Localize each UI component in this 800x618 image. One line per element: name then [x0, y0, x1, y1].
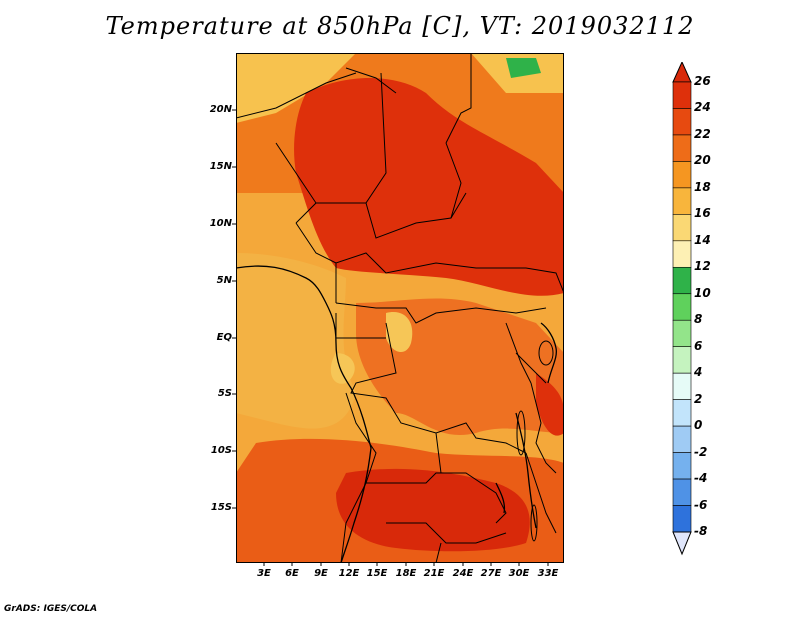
- coastline: [235, 265, 558, 564]
- field-patch: [330, 353, 355, 384]
- colorbar-cell: [672, 372, 692, 400]
- field-south-core: [336, 468, 530, 552]
- field-nw-light: [236, 53, 356, 123]
- map-frame: [236, 53, 564, 563]
- colorbar-label: -8: [694, 524, 708, 538]
- lon-label: 12E: [338, 568, 360, 579]
- colorbar-cell: [672, 240, 692, 268]
- colorbar-label: 24: [694, 100, 711, 115]
- colorbar-label: 0: [694, 418, 703, 433]
- lat-ticks: [232, 109, 236, 509]
- field-patch: [386, 312, 413, 353]
- colorbar-cell: [672, 134, 692, 162]
- colorbar-label: 6: [694, 338, 703, 353]
- colorbar-cell: [672, 399, 692, 427]
- colorbar-cell: [672, 187, 692, 215]
- colorbar-label: 26: [694, 74, 711, 88]
- field-west-coast: [236, 253, 356, 429]
- colorbar-top-arrow: [672, 62, 692, 83]
- colorbar-label: 20: [694, 153, 711, 168]
- field-core-north: [294, 78, 564, 296]
- lat-label: EQ: [216, 332, 232, 343]
- lon-label: 30E: [508, 568, 530, 579]
- lon-label: 6E: [285, 568, 299, 579]
- map-title: Temperature at 850hPa [C], VT: 201903211…: [105, 12, 695, 40]
- lon-label: 27E: [480, 568, 502, 579]
- colorbar-cell: [672, 452, 692, 480]
- lon-label: 18E: [395, 568, 417, 579]
- colorbar-cell: [672, 214, 692, 242]
- lon-label: 9E: [314, 568, 328, 579]
- lake-malawi: [530, 504, 538, 542]
- map-panel: [235, 53, 565, 564]
- colorbar-cell: [672, 108, 692, 136]
- lon-label: 3E: [257, 568, 271, 579]
- colorbar-label: 14: [694, 232, 711, 247]
- colorbar-label: 18: [694, 179, 711, 194]
- lon-ticks: [263, 562, 549, 566]
- lat-label: 10N: [209, 218, 232, 229]
- lat-label: 20N: [209, 104, 232, 115]
- colorbar-label: 16: [694, 206, 711, 221]
- colorbar-label: 8: [694, 312, 703, 327]
- colorbar-label: -2: [694, 444, 708, 459]
- country-borders: [235, 53, 565, 564]
- colorbar-label: 4: [694, 365, 703, 380]
- colorbar-cell: [672, 161, 692, 189]
- colorbar-cell: [672, 319, 692, 348]
- lat-label: 15N: [209, 161, 232, 172]
- colorbar-cell: [672, 293, 692, 321]
- lat-label: 15S: [210, 502, 232, 513]
- colorbar-label: -4: [694, 471, 708, 486]
- colorbar-label: -6: [694, 497, 708, 512]
- lake-tanganyika: [516, 410, 526, 456]
- colorbar: [672, 62, 692, 556]
- lat-label: 5S: [217, 388, 232, 399]
- credit-text: GrADS: IGES/COLA: [4, 604, 98, 614]
- colorbar-cell: [672, 346, 692, 374]
- colorbar-bottom-arrow: [672, 531, 692, 556]
- colorbar-cell: [672, 478, 692, 506]
- lon-label: 24E: [452, 568, 474, 579]
- lat-label: 10S: [210, 445, 232, 456]
- colorbar-label: 2: [694, 391, 703, 406]
- lon-label: 15E: [366, 568, 388, 579]
- lake-victoria: [538, 340, 554, 366]
- field-east-hot: [536, 373, 564, 436]
- colorbar-cell: [672, 425, 692, 453]
- colorbar-label: 12: [694, 259, 711, 274]
- field-cool-spot: [506, 58, 541, 78]
- colorbar-cell: [672, 266, 692, 295]
- temperature-map: [235, 53, 565, 564]
- lon-label: 21E: [423, 568, 445, 579]
- lon-label: 33E: [537, 568, 559, 579]
- colorbar-cell: [672, 505, 692, 533]
- lat-label: 5N: [216, 275, 232, 286]
- colorbar-label: 10: [694, 285, 711, 300]
- colorbar-cell: [672, 81, 692, 109]
- colorbar-cells: [672, 62, 692, 556]
- colorbar-label: 22: [694, 126, 711, 141]
